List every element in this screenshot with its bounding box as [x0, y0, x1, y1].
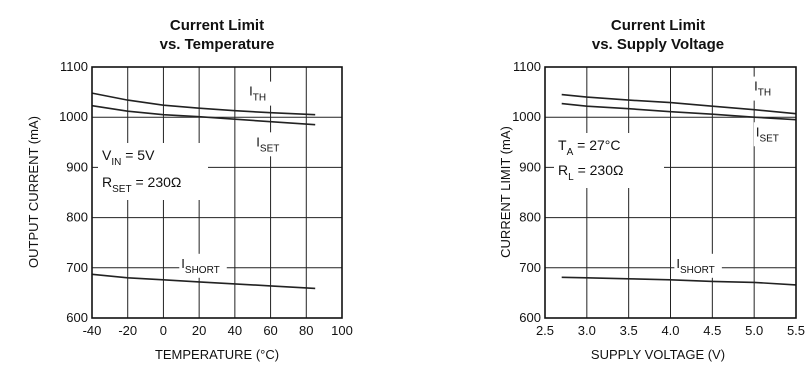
series-line-set — [561, 102, 797, 121]
y-tick-label: 800 — [66, 210, 88, 225]
conditions-annotation: TA = 27°C RL = 230Ω — [554, 133, 664, 188]
y-tick-label: 800 — [519, 210, 541, 225]
series-label-prefix: I — [754, 79, 758, 94]
y-tick-label: 600 — [519, 310, 541, 325]
x-tick-label: 40 — [228, 323, 242, 338]
annotation-line2: RL = 230Ω — [558, 162, 623, 183]
annotation-background — [98, 143, 208, 200]
x-tick-label: 5.0 — [745, 323, 763, 338]
annotation-subscript: IN — [111, 157, 121, 168]
y-tick-label: 900 — [66, 159, 88, 174]
chart-subtitle: vs. Supply Voltage — [592, 36, 724, 53]
chart-supply-voltage: Current Limit vs. Supply Voltage 600 700 8… — [498, 17, 805, 362]
x-tick-label: 2.5 — [536, 323, 554, 338]
x-tick-label: 5.5 — [787, 323, 805, 338]
annotation-symbol: V — [102, 147, 112, 163]
series-line-set — [91, 104, 316, 126]
series-label-background — [179, 253, 227, 278]
annotation-value: = 230Ω — [574, 162, 624, 178]
series-line-short — [91, 273, 316, 290]
annotation-line1: VIN = 5V — [102, 147, 155, 168]
x-tick-label: 20 — [192, 323, 206, 338]
x-tick-label: -40 — [83, 323, 102, 338]
x-axis-label: TEMPERATURE (°C) — [155, 347, 279, 362]
y-axis-label: CURRENT LIMIT (mA) — [498, 126, 513, 258]
series-line-short — [561, 276, 797, 286]
series-label-text: ISHORT — [676, 256, 714, 276]
chart-title: Current Limit — [611, 17, 705, 34]
series-label-subscript: SET — [759, 133, 778, 144]
plot-frame — [91, 66, 343, 319]
chart-title: Current Limit — [170, 17, 264, 34]
series-label-prefix: I — [181, 256, 185, 271]
x-axis-label: SUPPLY VOLTAGE (V) — [591, 347, 725, 362]
series-label-prefix: I — [249, 84, 253, 99]
plot-frame — [544, 66, 797, 319]
chart-temperature: Current Limit vs. Temperature 6007008009… — [26, 17, 353, 362]
annotation-subscript: SET — [112, 184, 131, 195]
series-label-subscript: SET — [260, 143, 279, 154]
conditions-annotation: VIN = 5V RSET = 230Ω — [98, 143, 208, 200]
y-tick-label: 1000 — [512, 109, 541, 124]
series-label-subscript: TH — [253, 93, 266, 104]
series-label-text: ITH — [249, 84, 266, 104]
x-tick-label: 4.0 — [661, 323, 679, 338]
annotation-line1: TA = 27°C — [558, 137, 620, 158]
series-label-background — [674, 253, 722, 278]
y-tick-label: 1100 — [60, 59, 88, 74]
annotation-value: = 230Ω — [132, 174, 182, 190]
y-tick-label: 700 — [66, 260, 88, 275]
x-tick-label: 60 — [263, 323, 277, 338]
x-tick-label: 4.5 — [703, 323, 721, 338]
series-label-text: ITH — [754, 79, 771, 99]
series-label-text: ISET — [756, 124, 779, 144]
series-label-prefix: I — [676, 256, 680, 271]
y-tick-label: 1000 — [59, 109, 88, 124]
series-label-text: ISET — [256, 134, 279, 154]
annotation-symbol: R — [102, 174, 112, 190]
x-tick-label: -20 — [118, 323, 137, 338]
x-tick-label: 100 — [331, 323, 353, 338]
x-tick-label: 0 — [160, 323, 167, 338]
chart-subtitle: vs. Temperature — [160, 36, 275, 53]
y-tick-label: 900 — [519, 159, 541, 174]
series-label-background — [752, 76, 778, 101]
series-label-subscript: SHORT — [185, 265, 220, 276]
series-label-subscript: SHORT — [680, 265, 715, 276]
y-axis-label: OUTPUT CURRENT (mA) — [26, 116, 41, 268]
series-line-th — [91, 92, 316, 116]
series-label-prefix: I — [256, 134, 260, 149]
series-label-subscript: TH — [758, 88, 771, 99]
annotation-background — [554, 133, 664, 188]
series-label-set: ISET — [753, 122, 787, 147]
annotation-subscript: A — [567, 147, 574, 158]
x-tick-label: 3.0 — [578, 323, 596, 338]
series-label-set: ISET — [254, 132, 287, 157]
series-line-th — [561, 93, 797, 115]
series-label-prefix: I — [756, 124, 760, 139]
series-label-background — [254, 132, 287, 157]
annotation-value: = 5V — [121, 147, 155, 163]
x-tick-label: 80 — [299, 323, 313, 338]
series-label-short: ISHORT — [674, 253, 722, 278]
x-tick-label: 3.5 — [620, 323, 638, 338]
y-tick-label: 1100 — [513, 59, 541, 74]
series-label-th: ITH — [247, 81, 273, 106]
y-tick-label: 700 — [519, 260, 541, 275]
series-label-th: ITH — [752, 76, 778, 101]
annotation-subscript: L — [568, 172, 574, 183]
plot-area: 600 700 800 900 1000 1100 2.5 3.0 3.5 4.0 4.5 5.0 5.… — [512, 59, 805, 338]
series-label-background — [247, 81, 273, 106]
annotation-symbol: T — [558, 137, 567, 153]
annotation-line2: RSET = 230Ω — [102, 174, 181, 195]
series-label-background — [753, 122, 787, 147]
series-label-short: ISHORT — [179, 253, 227, 278]
series-label-text: ISHORT — [181, 256, 219, 276]
annotation-symbol: R — [558, 162, 568, 178]
annotation-value: = 27°C — [573, 137, 620, 153]
y-tick-label: 600 — [66, 310, 88, 325]
